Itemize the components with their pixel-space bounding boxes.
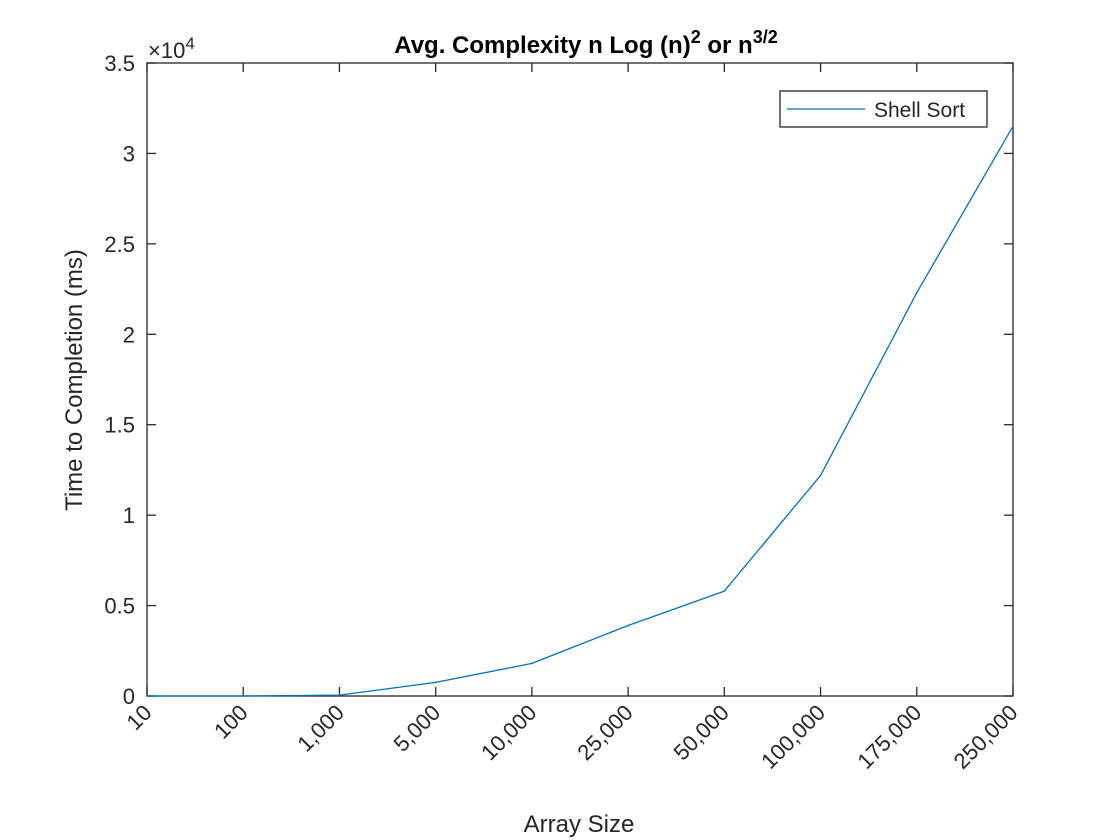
chart-title-main: Avg. Complexity n Log (n) bbox=[394, 32, 690, 59]
chart-title-sup2: 3/2 bbox=[753, 27, 778, 47]
y-tick-label: 3 bbox=[123, 141, 135, 166]
plot-area: 00.511.522.533.510 100 1,000 5,000 10,000 25,… bbox=[104, 51, 1022, 774]
y-tick-label: 0.5 bbox=[104, 594, 135, 619]
data-point bbox=[627, 624, 629, 627]
x-axis-label: Array Size bbox=[524, 811, 635, 838]
legend-label-shell-sort: Shell Sort bbox=[874, 99, 965, 122]
data-point bbox=[531, 662, 533, 665]
data-point bbox=[915, 291, 918, 294]
data-point bbox=[146, 695, 148, 697]
y-tick-label: 2.5 bbox=[104, 232, 135, 257]
y-tick-label: 2 bbox=[123, 322, 135, 347]
y-tick-label: 1 bbox=[123, 503, 135, 528]
y-tick-label: 3.5 bbox=[104, 51, 135, 76]
chart-title-mid: or n bbox=[701, 32, 753, 59]
y-exponent-power: 4 bbox=[185, 34, 194, 53]
y-axis-label: Time to Completion (ms) bbox=[61, 249, 88, 511]
series-line-shell-sort bbox=[147, 125, 1014, 697]
data-point bbox=[819, 474, 822, 477]
legend: Shell Sort bbox=[779, 90, 988, 128]
y-tick-label: 0 bbox=[123, 684, 135, 709]
axes-box bbox=[146, 62, 1014, 697]
y-exponent-label: ×104 bbox=[148, 34, 195, 63]
data-point bbox=[434, 681, 437, 684]
y-tick-label: 1.5 bbox=[104, 413, 135, 438]
y-exponent-base: ×10 bbox=[148, 38, 185, 63]
data-point bbox=[723, 590, 726, 592]
data-point bbox=[338, 694, 341, 696]
chart-title: Avg. Complexity n Log (n)2 or n3/2 bbox=[394, 27, 777, 59]
chart-title-sup1: 2 bbox=[691, 27, 701, 47]
data-point bbox=[1012, 125, 1014, 128]
data-point bbox=[242, 695, 245, 697]
